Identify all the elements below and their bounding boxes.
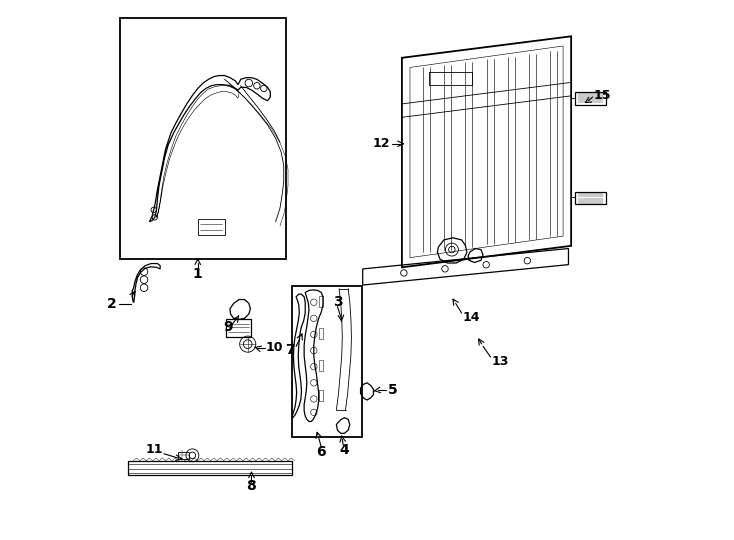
Text: 7: 7 [285, 342, 294, 356]
Text: 10: 10 [266, 341, 283, 354]
Text: 12: 12 [372, 137, 390, 150]
Text: 3: 3 [333, 295, 342, 309]
Text: 8: 8 [247, 479, 256, 493]
Text: 1: 1 [193, 267, 203, 281]
Text: 13: 13 [492, 355, 509, 368]
Text: 4: 4 [340, 443, 349, 457]
Text: 11: 11 [145, 443, 163, 456]
Bar [292, 286, 362, 436]
Text: 2: 2 [107, 298, 117, 312]
Text: 9: 9 [224, 320, 233, 334]
Text: 14: 14 [462, 311, 480, 324]
Text: 15: 15 [594, 89, 611, 102]
Text: 6: 6 [316, 444, 326, 458]
Bar [120, 17, 286, 259]
Text: 5: 5 [388, 383, 397, 397]
